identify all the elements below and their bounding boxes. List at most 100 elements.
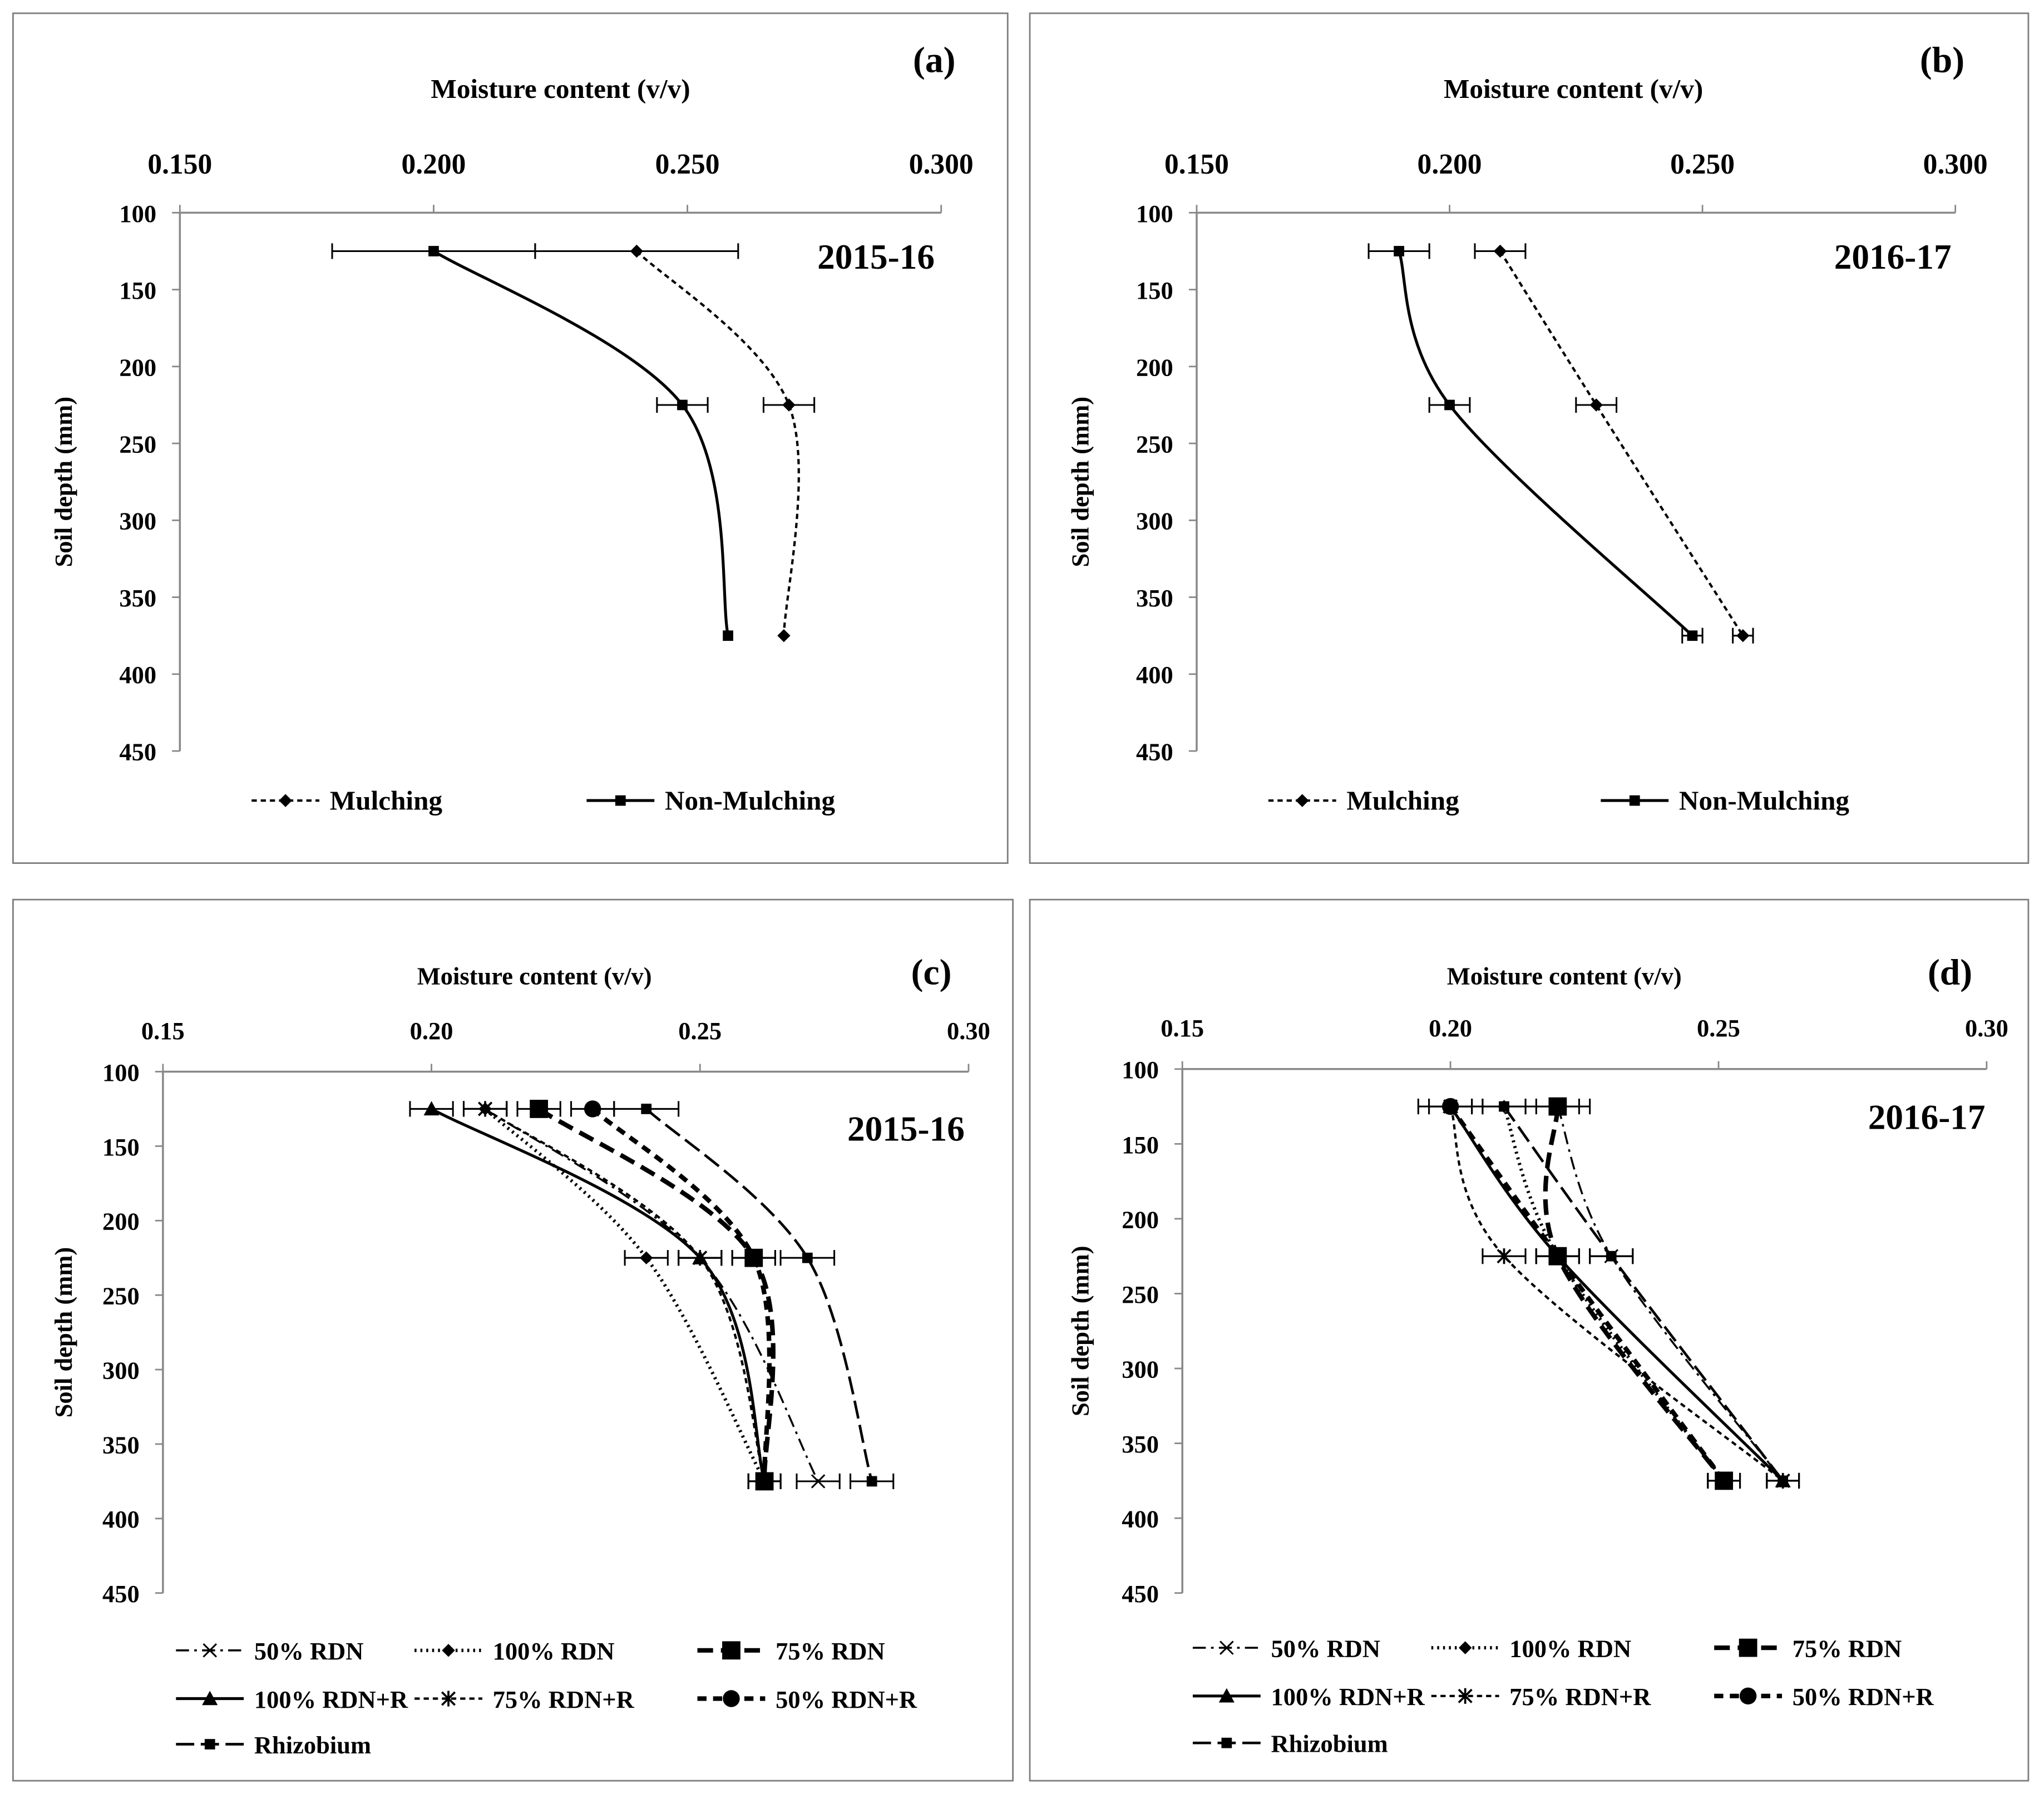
series-line [635,250,800,636]
series-line [1449,1106,1784,1482]
legend-label: 100% RDN+R [254,1686,408,1713]
circle-marker [756,1472,773,1490]
series-non-mulching [1367,243,1704,644]
season-label: 2015-16 [817,238,935,276]
x-marker [1220,1640,1234,1655]
y-tick-label: 300 [102,1356,140,1384]
circle-marker [584,1100,601,1118]
diamond-marker [279,794,292,807]
square-marker [1778,1475,1789,1486]
y-tick-label: 400 [102,1505,140,1533]
y-tick-label: 350 [119,584,156,612]
legend-label: Rhizobium [254,1731,371,1759]
legend-item: 50% RDN [176,1637,363,1665]
asterisk-marker [1458,1688,1473,1704]
y-tick-label: 100 [119,200,156,228]
panel-frame [1029,12,2030,864]
legend-item: 75% RDN+R [414,1686,635,1713]
y-tick-label: 150 [1136,276,1173,304]
x-marker [203,1643,218,1658]
legend-item: 50% RDN [1192,1635,1381,1663]
square-marker [204,1739,215,1749]
x-tick-label: 0.150 [1164,149,1229,180]
legend-label: Mulching [330,785,443,816]
legend-item: 75% RDN+R [1431,1683,1651,1711]
legend-item: Mulching [1268,785,1459,816]
x-axis-title: Moisture content (v/v) [431,73,690,104]
x-tick-label: 0.200 [401,149,466,180]
legend-label: Non-Mulching [665,785,836,816]
y-tick-label: 200 [119,353,156,381]
x-tick-label: 0.150 [147,149,212,180]
series-line [645,1108,873,1482]
y-tick-label: 450 [1122,1580,1159,1608]
square-marker [802,1252,813,1263]
square-marker [1394,246,1405,256]
series-line [1448,1105,1726,1482]
circle-marker [1441,1098,1459,1115]
legend-label: Rhizobium [1271,1730,1388,1758]
panel-frame [1029,898,2030,1782]
x-tick-label: 0.200 [1418,149,1482,180]
y-tick-label: 250 [119,430,156,458]
legend-item: Non-Mulching [586,785,835,816]
series-line [1499,250,1744,636]
season-label: 2016-17 [1868,1098,1986,1137]
y-tick-label: 400 [1122,1505,1159,1533]
square-marker [1444,399,1455,411]
square-marker [866,1476,877,1487]
y-axis-title: Soil depth (mm) [50,397,77,567]
legend-label: 100% RDN [493,1637,615,1665]
legend-item: Mulching [251,785,442,816]
panel-frame [12,898,1014,1782]
y-tick-label: 200 [1136,353,1173,381]
y-tick-label: 450 [119,738,156,765]
x-tick-label: 0.250 [1670,149,1735,180]
x-marker [811,1474,826,1489]
y-axis-title: Soil depth (mm) [1066,1246,1094,1416]
y-tick-label: 200 [102,1208,140,1235]
series-line [484,1108,766,1482]
y-tick-label: 350 [102,1431,140,1459]
series-rhizobium [613,1101,895,1489]
triangle-marker [202,1691,218,1706]
series-mulching [1474,243,1754,644]
y-tick-label: 150 [119,276,156,304]
square-marker [1687,630,1698,641]
circle-marker [1549,1247,1567,1265]
y-tick-label: 300 [1122,1355,1159,1383]
asterisk-marker [478,1101,493,1117]
chart-panel-d: 0.15 0.20 0.25 0.30 100 150 200 250 300 350 400 450… [1029,898,2030,1782]
series-rhizobium [1482,1099,1800,1489]
square-marker [722,1641,740,1660]
y-tick-label: 100 [1122,1056,1159,1084]
legend-label: 100% RDN+R [1271,1683,1425,1711]
diamond-marker [777,629,791,643]
legend-label: Non-Mulching [1679,785,1850,816]
legend-label: 75% RDN [1793,1635,1902,1663]
legend-item: 100% RDN+R [176,1686,408,1713]
legend-label: 50% RDN+R [776,1686,917,1713]
legend-item: 100% RDN+R [1192,1683,1425,1711]
diamond-marker [1296,794,1309,807]
diamond-marker [639,1251,653,1264]
y-tick-label: 300 [119,507,156,535]
legend-label: 50% RDN+R [1793,1683,1934,1711]
triangle-marker [1218,1688,1235,1703]
y-tick-label: 450 [102,1580,140,1608]
diamond-marker [630,244,644,258]
square-marker [615,795,626,806]
legend-item: 50% RDN+R [1714,1683,1934,1711]
legend-item: 50% RDN+R [697,1686,917,1713]
series-line [1503,1105,1784,1482]
x-axis-title: Moisture content (v/v) [1447,962,1682,990]
x-tick-label: 0.250 [655,149,720,180]
y-tick-label: 150 [102,1133,140,1161]
circle-marker [745,1249,763,1267]
legend-label: 75% RDN [776,1637,885,1665]
y-tick-label: 250 [102,1282,140,1310]
chart-panel-c: 0.15 0.20 0.25 0.30 100 150 200 250 300 350 400 450… [12,898,1014,1782]
series-line [1543,1106,1726,1482]
legend-label: 50% RDN [1271,1635,1381,1663]
y-tick-label: 100 [102,1059,140,1086]
